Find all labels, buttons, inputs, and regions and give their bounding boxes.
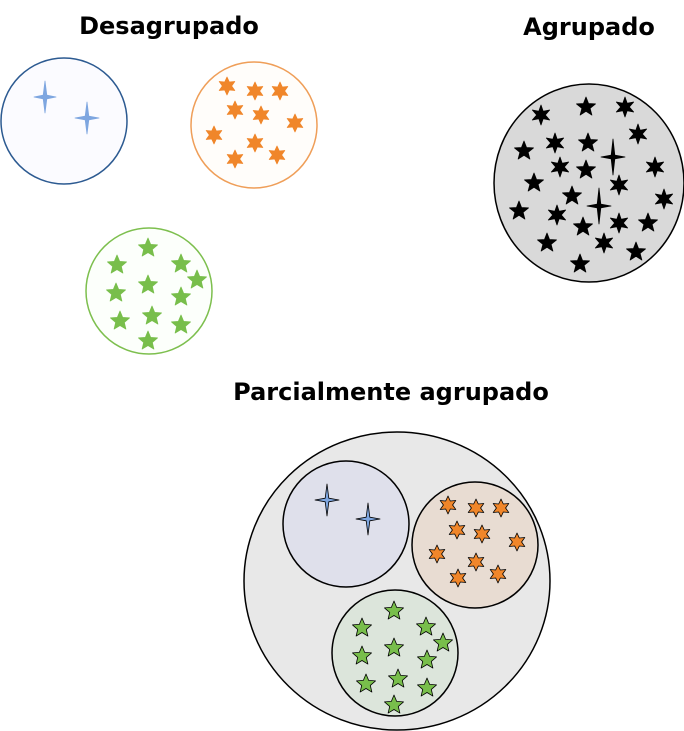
star-icon (550, 156, 570, 178)
five-point-star-icon (356, 673, 376, 693)
star-icon (509, 200, 529, 220)
star-icon (537, 232, 557, 252)
six-point-star-icon (271, 81, 289, 101)
star-icon (545, 132, 565, 154)
green-stars (106, 237, 207, 350)
six-point-star-icon (448, 520, 466, 540)
five-point-star-icon (388, 668, 408, 688)
six-point-star-icon (449, 568, 467, 588)
five-point-star-icon (110, 310, 130, 330)
partial-green-stars (352, 600, 453, 714)
five-point-star-icon (384, 694, 404, 714)
six-point-star-icon (246, 133, 264, 153)
six-point-star-icon (218, 76, 236, 96)
five-point-star-icon (417, 677, 437, 697)
star-icon (615, 96, 635, 118)
ungrouped-green-cluster (85, 227, 213, 355)
six-point-star-icon (226, 100, 244, 120)
title-partial: Parcialmente agrupado (233, 378, 549, 406)
five-point-star-icon (352, 645, 372, 665)
star-icon (638, 212, 658, 232)
six-point-star-icon (489, 564, 507, 584)
star-icon (547, 204, 567, 226)
blue-sparkles (33, 80, 100, 135)
six-point-star-icon (467, 498, 485, 518)
five-point-star-icon (384, 637, 404, 657)
star-icon (609, 212, 629, 234)
black-stars (509, 96, 674, 273)
four-point-star-icon (74, 101, 100, 135)
five-point-star-icon (416, 616, 436, 636)
five-point-star-icon (187, 269, 207, 289)
four-point-star-icon (600, 138, 626, 176)
six-point-star-icon (205, 125, 223, 145)
four-point-star-icon (586, 187, 612, 225)
six-point-star-icon (286, 113, 304, 133)
partial-orange-circle (411, 481, 539, 609)
six-point-star-icon (246, 81, 264, 101)
five-point-star-icon (107, 254, 127, 274)
five-point-star-icon (417, 649, 437, 669)
star-icon (654, 188, 674, 210)
six-point-star-icon (226, 149, 244, 169)
orange-stars (205, 76, 304, 169)
six-point-star-icon (268, 145, 286, 165)
four-point-star-icon (355, 502, 381, 536)
ungrouped-blue-cluster (0, 57, 128, 185)
star-icon (628, 123, 648, 145)
star-icon (609, 174, 629, 196)
five-point-star-icon (171, 253, 191, 273)
partial-blue-circle (282, 460, 410, 588)
five-point-star-icon (142, 305, 162, 325)
partial-blue-sparkles (314, 483, 381, 536)
six-point-star-icon (467, 552, 485, 572)
six-point-star-icon (492, 498, 510, 518)
four-point-star-icon (314, 483, 340, 517)
partial-orange-stars (428, 495, 526, 588)
six-point-star-icon (508, 532, 526, 552)
blue-circle (0, 57, 128, 185)
five-point-star-icon (138, 330, 158, 350)
star-icon (570, 253, 590, 273)
six-point-star-icon (428, 544, 446, 564)
star-icon (626, 241, 646, 261)
five-point-star-icon (138, 274, 158, 294)
star-icon (524, 172, 544, 192)
five-point-star-icon (138, 237, 158, 257)
five-point-star-icon (171, 286, 191, 306)
star-icon (576, 96, 596, 116)
six-point-star-icon (473, 524, 491, 544)
five-point-star-icon (433, 632, 453, 652)
six-point-star-icon (252, 105, 270, 125)
five-point-star-icon (384, 600, 404, 620)
ungrouped-orange-cluster (190, 61, 318, 189)
five-point-star-icon (352, 617, 372, 637)
star-icon (531, 104, 551, 126)
six-point-star-icon (439, 495, 457, 515)
grouped-cluster (493, 83, 684, 283)
star-icon (576, 159, 596, 179)
four-point-star-icon (33, 80, 57, 114)
title-grouped: Agrupado (523, 13, 655, 41)
star-icon (573, 216, 593, 236)
star-icon (645, 156, 665, 178)
star-icon (594, 232, 614, 254)
star-icon (562, 185, 582, 205)
star-icon (578, 132, 598, 152)
star-icon (514, 140, 534, 160)
title-ungrouped: Desagrupado (79, 12, 259, 40)
partial-cluster (243, 431, 551, 731)
five-point-star-icon (171, 314, 191, 334)
five-point-star-icon (106, 282, 126, 302)
